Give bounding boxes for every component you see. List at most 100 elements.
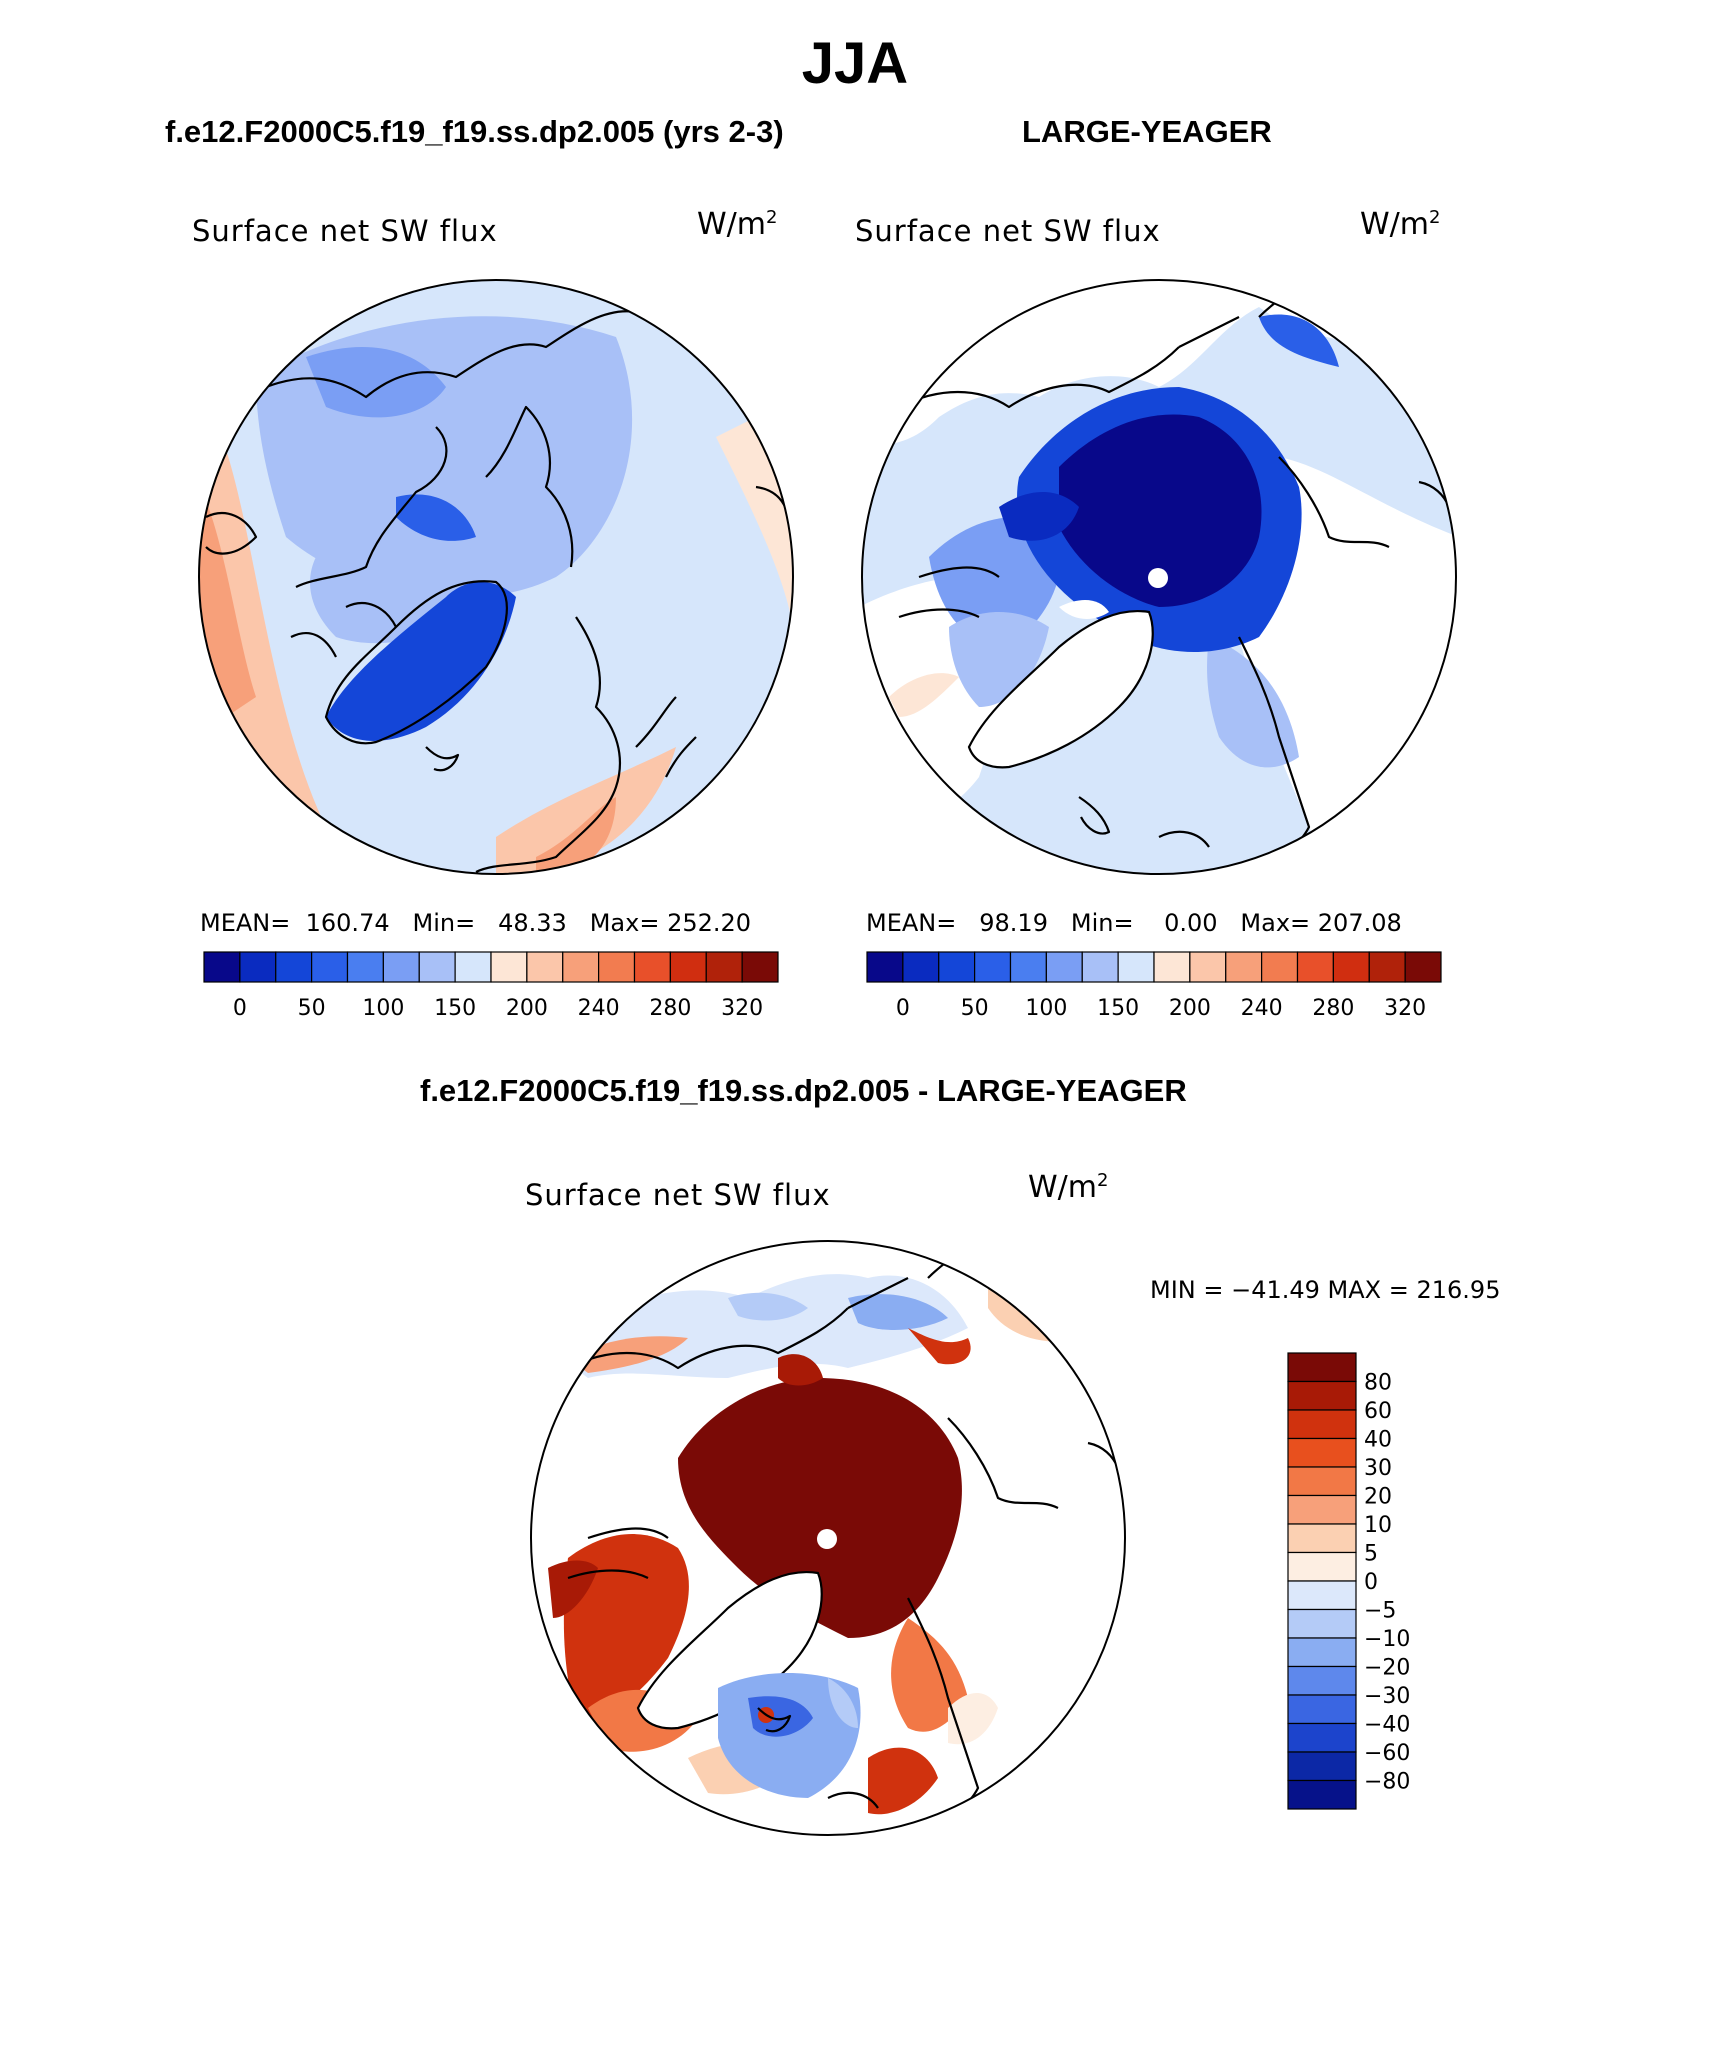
diff-colorbar-swatch — [1287, 1494, 1357, 1525]
diff-colorbar-swatch — [1287, 1352, 1357, 1383]
diff-colorbar-swatch — [1287, 1523, 1357, 1554]
diff-colorbar-swatch — [1287, 1551, 1357, 1582]
left-colorbar-swatch — [454, 951, 492, 983]
right-colorbar-tick-label: 50 — [961, 996, 989, 1021]
diff-colorbar-swatch — [1287, 1637, 1357, 1668]
left-colorbar-tick-label: 280 — [649, 996, 691, 1021]
right-colorbar-tick-label: 320 — [1384, 996, 1426, 1021]
right-colorbar-swatch — [974, 951, 1012, 983]
diff-colorbar-swatch — [1287, 1694, 1357, 1725]
left-colorbar-swatch — [203, 951, 241, 983]
left-polar-map — [198, 279, 794, 875]
left-colorbar-tick-label: 320 — [721, 996, 763, 1021]
diff-polar-map — [530, 1240, 1126, 1836]
diff-colorbar-tick-label: 0 — [1364, 1570, 1378, 1595]
right-polar-map — [861, 279, 1457, 875]
diff-colorbar-swatch — [1287, 1466, 1357, 1497]
diff-colorbar-swatch — [1287, 1380, 1357, 1411]
diff-colorbar-tick-label: −40 — [1364, 1713, 1410, 1738]
left-colorbar-swatch — [633, 951, 671, 983]
left-colorbar-swatch — [526, 951, 564, 983]
diff-colorbar-swatch — [1287, 1580, 1357, 1611]
left-colorbar-swatch — [490, 951, 528, 983]
diff-colorbar-swatch — [1287, 1779, 1357, 1810]
left-colorbar-swatch — [382, 951, 420, 983]
diff-case-title: f.e12.F2000C5.f19_f19.ss.dp2.005 - LARGE… — [420, 1073, 1187, 1108]
diff-colorbar-tick-label: 30 — [1364, 1456, 1392, 1481]
left-units: W/m2 — [697, 207, 778, 242]
diff-colorbar-tick-label: −20 — [1364, 1656, 1410, 1681]
right-colorbar-tick-label: 280 — [1312, 996, 1354, 1021]
diff-colorbar-tick-label: 60 — [1364, 1399, 1392, 1424]
diff-colorbar-tick-label: −80 — [1364, 1770, 1410, 1795]
right-pole-marker — [1148, 568, 1168, 588]
diff-colorbar-tick-label: −30 — [1364, 1684, 1410, 1709]
right-colorbar-swatch — [1081, 951, 1119, 983]
diff-colorbar-tick-label: 10 — [1364, 1513, 1392, 1538]
left-colorbar-swatch — [346, 951, 384, 983]
diff-colorbar-tick-label: −5 — [1364, 1599, 1396, 1624]
left-colorbar-swatch — [562, 951, 600, 983]
diff-colorbar-tick-label: −10 — [1364, 1627, 1410, 1652]
left-stats: MEAN= 160.74 Min= 48.33 Max= 252.20 — [200, 909, 752, 937]
right-case-title: LARGE-YEAGER — [1022, 114, 1272, 149]
right-colorbar-swatch — [1153, 951, 1191, 983]
diff-colorbar-tick-label: 40 — [1364, 1428, 1392, 1453]
right-colorbar-swatch — [1261, 951, 1299, 983]
left-warm-region-south — [496, 747, 676, 874]
right-colorbar-tick-label: 150 — [1097, 996, 1139, 1021]
diff-colorbar-swatch — [1287, 1437, 1357, 1468]
right-colorbar-swatch — [902, 951, 940, 983]
left-colorbar-tick-label: 0 — [233, 996, 247, 1021]
left-variable-label: Surface net SW flux — [192, 214, 498, 248]
diff-variable-label: Surface net SW flux — [525, 1178, 831, 1212]
left-colorbar-swatch — [275, 951, 313, 983]
left-colorbar-swatch — [418, 951, 456, 983]
right-colorbar-swatch — [1045, 951, 1083, 983]
diff-max-region — [678, 1378, 962, 1638]
left-colorbar-tick-label: 150 — [434, 996, 476, 1021]
diff-colorbar-tick-label: 5 — [1364, 1542, 1378, 1567]
diff-colorbar-swatch — [1287, 1608, 1357, 1639]
right-stats: MEAN= 98.19 Min= 0.00 Max= 207.08 — [866, 909, 1402, 937]
right-colorbar-swatch — [1368, 951, 1406, 983]
right-colorbar-swatch — [1404, 951, 1442, 983]
diff-colorbar-swatch — [1287, 1751, 1357, 1782]
left-colorbar-tick-label: 200 — [506, 996, 548, 1021]
diff-colorbar-tick-label: −60 — [1364, 1741, 1410, 1766]
left-colorbar-swatch — [598, 951, 636, 983]
right-colorbar-tick-label: 240 — [1241, 996, 1283, 1021]
diff-colorbar-swatch — [1287, 1665, 1357, 1696]
left-min-region — [326, 582, 516, 741]
diff-colorbar: 80 60 40 30 20 10 5 0 −5 −10 −20 −30 −40 −60 −80 — [1287, 1352, 1410, 1810]
right-colorbar-tick-label: 200 — [1169, 996, 1211, 1021]
right-colorbar-swatch — [1117, 951, 1155, 983]
left-colorbar-tick-label: 240 — [578, 996, 620, 1021]
diff-units: W/m2 — [1028, 1170, 1109, 1205]
diff-colorbar-tick-label: 20 — [1364, 1485, 1392, 1510]
left-colorbar-swatch — [311, 951, 349, 983]
right-variable-label: Surface net SW flux — [855, 214, 1161, 248]
right-units: W/m2 — [1360, 207, 1441, 242]
right-colorbar-tick-label: 0 — [896, 996, 910, 1021]
left-colorbar-tick-label: 100 — [362, 996, 404, 1021]
right-colorbar-swatch — [866, 951, 904, 983]
diff-minmax: MIN = −41.49 MAX = 216.95 — [1150, 1276, 1501, 1304]
figure-title: JJA — [801, 31, 909, 96]
left-colorbar-swatch — [705, 951, 743, 983]
right-colorbar-swatch — [1332, 951, 1370, 983]
right-colorbar-swatch — [1189, 951, 1227, 983]
diff-colorbar-swatch — [1287, 1409, 1357, 1440]
left-colorbar: 0 50 100 150 200 240 280 320 — [203, 951, 779, 1021]
left-colorbar-swatch — [741, 951, 779, 983]
right-colorbar-swatch — [1009, 951, 1047, 983]
left-colorbar-swatch — [669, 951, 707, 983]
right-colorbar: 0 50 100 150 200 240 280 320 — [866, 951, 1442, 1021]
right-colorbar-swatch — [1296, 951, 1334, 983]
left-colorbar-swatch — [239, 951, 277, 983]
left-case-title: f.e12.F2000C5.f19_f19.ss.dp2.005 (yrs 2-… — [165, 114, 784, 149]
right-colorbar-swatch — [938, 951, 976, 983]
diff-pole-marker — [817, 1529, 837, 1549]
diff-colorbar-swatch — [1287, 1722, 1357, 1753]
right-colorbar-swatch — [1225, 951, 1263, 983]
